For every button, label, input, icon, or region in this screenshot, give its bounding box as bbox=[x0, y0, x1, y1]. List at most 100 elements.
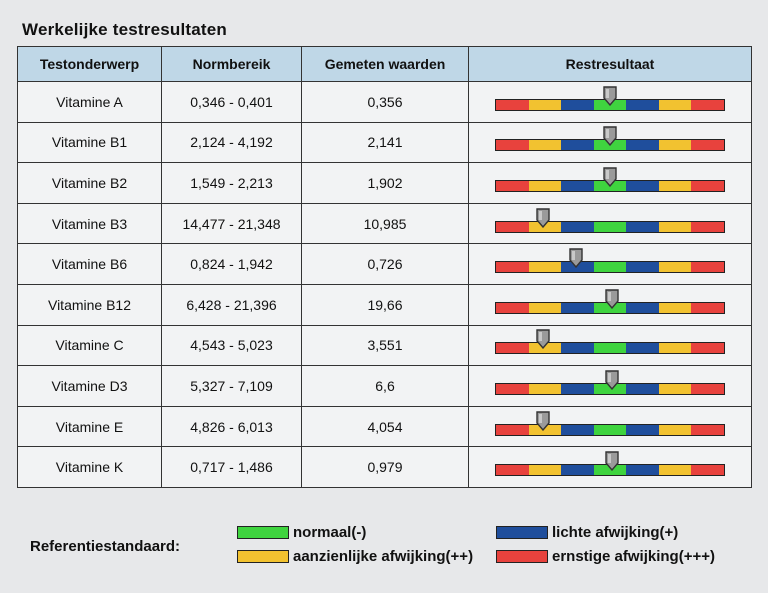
legend-item-considerable: aanzienlijke afwijking(++) bbox=[237, 548, 473, 565]
result-bar-segment bbox=[528, 424, 562, 435]
result-bar-segment bbox=[626, 262, 659, 273]
cell-measured: 1,902 bbox=[301, 162, 469, 204]
result-bar-segment bbox=[658, 383, 692, 394]
marker-icon bbox=[536, 410, 550, 431]
result-bar-segment bbox=[691, 424, 725, 435]
result-bar-segment bbox=[691, 262, 725, 273]
result-scale bbox=[495, 126, 725, 153]
table-row: Vitamine B3 14,477 - 21,348 10,985 bbox=[17, 202, 752, 245]
legend-swatch-blue bbox=[496, 526, 548, 539]
cell-range: 4,826 - 6,013 bbox=[161, 405, 302, 448]
result-bar-segment bbox=[691, 180, 725, 191]
cell-subject: Vitamine C bbox=[17, 324, 162, 367]
result-scale bbox=[495, 86, 725, 113]
result-bar-segment bbox=[658, 302, 692, 313]
result-bar-segment bbox=[561, 343, 594, 354]
header-subject: Testonderwerp bbox=[17, 46, 162, 82]
legend-swatch-red bbox=[496, 550, 548, 563]
cell-measured: 3,551 bbox=[301, 324, 469, 367]
cell-result bbox=[468, 405, 752, 448]
table-header-row: Testonderwerp Normbereik Gemeten waarden… bbox=[17, 46, 752, 82]
result-bar-segment bbox=[528, 99, 562, 110]
legend-item-light: lichte afwijking(+) bbox=[496, 524, 678, 541]
cell-result bbox=[468, 324, 752, 367]
result-scale bbox=[495, 167, 725, 194]
cell-range: 14,477 - 21,348 bbox=[161, 202, 302, 245]
result-bar-segment bbox=[528, 180, 562, 191]
result-bar-segment bbox=[658, 343, 692, 354]
marker-icon bbox=[605, 289, 619, 309]
result-bar-segment bbox=[658, 465, 692, 476]
result-bar-segment bbox=[691, 383, 725, 394]
cell-subject: Vitamine B6 bbox=[17, 243, 162, 285]
result-bar-segment bbox=[626, 302, 659, 313]
cell-result bbox=[468, 446, 752, 488]
result-bar-segment bbox=[496, 465, 529, 476]
marker-icon bbox=[603, 167, 617, 187]
table-row: Vitamine K 0,717 - 1,486 0,979 bbox=[17, 446, 752, 488]
result-scale bbox=[495, 289, 725, 316]
result-bar-segment bbox=[658, 424, 692, 435]
header-range: Normbereik bbox=[161, 46, 302, 82]
result-bar-segment bbox=[626, 180, 659, 191]
result-bar-segment bbox=[593, 343, 627, 354]
result-bar-segment bbox=[691, 140, 725, 151]
result-bar-segment bbox=[496, 424, 529, 435]
cell-subject: Vitamine D3 bbox=[17, 365, 162, 407]
cell-result bbox=[468, 365, 752, 407]
result-bar-segment bbox=[626, 383, 659, 394]
header-result: Restresultaat bbox=[468, 46, 752, 82]
result-bar-segment bbox=[658, 140, 692, 151]
result-bar-segment bbox=[496, 383, 529, 394]
result-bar-segment bbox=[528, 221, 562, 232]
table-row: Vitamine C 4,543 - 5,023 3,551 bbox=[17, 324, 752, 367]
result-bar-segment bbox=[496, 262, 529, 273]
results-table: Testonderwerp Normbereik Gemeten waarden… bbox=[17, 46, 752, 488]
cell-subject: Vitamine K bbox=[17, 446, 162, 488]
result-bar-segment bbox=[561, 262, 594, 273]
legend-swatch-green bbox=[237, 526, 289, 539]
cell-range: 5,327 - 7,109 bbox=[161, 365, 302, 407]
result-bar-segment bbox=[528, 465, 562, 476]
table-row: Vitamine B12 6,428 - 21,396 19,66 bbox=[17, 283, 752, 326]
table-row: Vitamine B1 2,124 - 4,192 2,141 bbox=[17, 121, 752, 164]
result-bar-segment bbox=[626, 465, 659, 476]
result-bar-segment bbox=[658, 262, 692, 273]
cell-result bbox=[468, 121, 752, 164]
result-bar-segment bbox=[658, 221, 692, 232]
marker-icon bbox=[536, 329, 550, 350]
result-bar-segment bbox=[691, 302, 725, 313]
result-bar-segment bbox=[528, 302, 562, 313]
result-bar-segment bbox=[691, 99, 725, 110]
result-bar-segment bbox=[561, 140, 594, 151]
cell-range: 0,824 - 1,942 bbox=[161, 243, 302, 285]
marker-icon bbox=[603, 86, 617, 106]
cell-range: 0,717 - 1,486 bbox=[161, 446, 302, 488]
cell-range: 6,428 - 21,396 bbox=[161, 283, 302, 326]
cell-measured: 2,141 bbox=[301, 121, 469, 164]
table-row: Vitamine A 0,346 - 0,401 0,356 bbox=[17, 81, 752, 123]
result-bar-segment bbox=[561, 221, 594, 232]
cell-subject: Vitamine B12 bbox=[17, 283, 162, 326]
cell-subject: Vitamine B3 bbox=[17, 202, 162, 245]
page-title: Werkelijke testresultaten bbox=[22, 20, 227, 39]
result-bar-segment bbox=[528, 383, 562, 394]
marker-icon bbox=[605, 451, 619, 472]
result-bar-segment bbox=[626, 221, 659, 232]
result-bar-segment bbox=[528, 262, 562, 273]
result-bar-segment bbox=[626, 424, 659, 435]
cell-measured: 4,054 bbox=[301, 405, 469, 448]
legend-text: ernstige afwijking(+++) bbox=[552, 548, 715, 565]
cell-subject: Vitamine B2 bbox=[17, 162, 162, 204]
cell-result bbox=[468, 243, 752, 285]
result-bar-segment bbox=[561, 465, 594, 476]
result-bar-segment bbox=[626, 99, 659, 110]
result-bar-segment bbox=[561, 424, 594, 435]
result-bar-segment bbox=[658, 99, 692, 110]
result-bar-segment bbox=[593, 302, 627, 313]
cell-range: 0,346 - 0,401 bbox=[161, 81, 302, 123]
result-bar-segment bbox=[691, 343, 725, 354]
legend-text: aanzienlijke afwijking(++) bbox=[293, 548, 474, 565]
cell-range: 4,543 - 5,023 bbox=[161, 324, 302, 367]
result-bar-segment bbox=[561, 180, 594, 191]
